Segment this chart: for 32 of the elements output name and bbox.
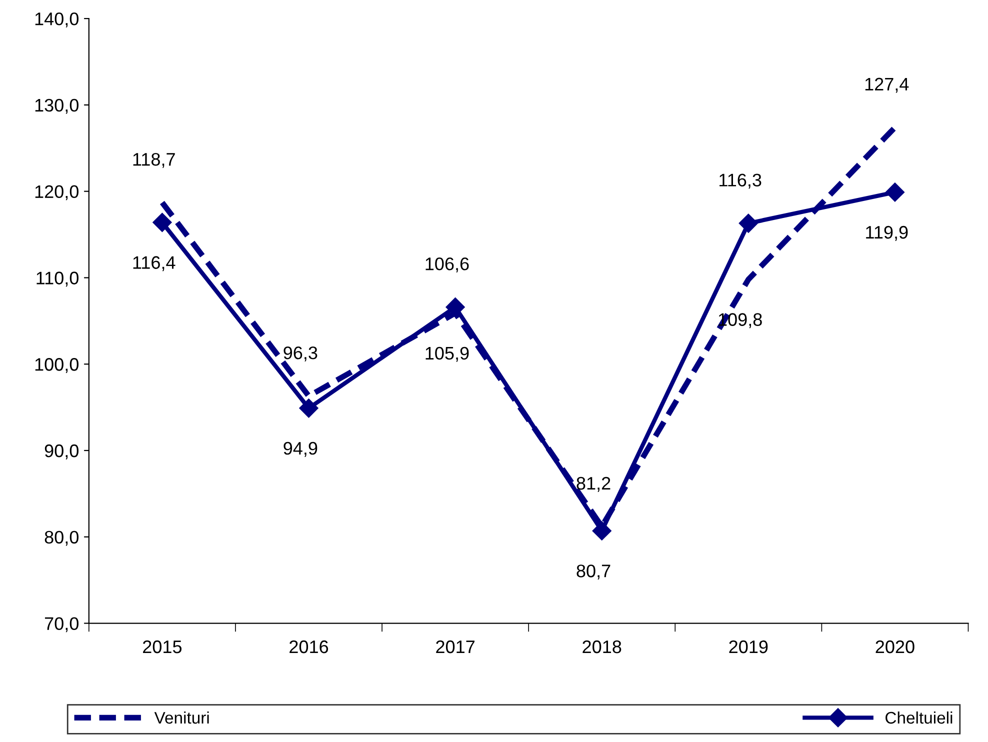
y-tick-label: 100,0 — [35, 358, 78, 373]
data-label: 106,6 — [426, 257, 469, 272]
x-tick-label: 2018 — [582, 640, 622, 654]
x-tick-label: 2015 — [143, 640, 182, 654]
y-tick-label: 140,0 — [35, 12, 78, 28]
point — [592, 521, 612, 540]
y-tick-label: 90,0 — [44, 444, 78, 460]
data-label: 81,2 — [576, 476, 610, 492]
data-label: 80,7 — [576, 564, 610, 580]
x-tick-label: 2016 — [290, 640, 328, 654]
y-tick-label: 120,0 — [35, 185, 78, 200]
y-tick-label: 80,0 — [44, 530, 78, 546]
x-tick-label: 2019 — [729, 640, 768, 654]
data-label: 105,9 — [426, 346, 469, 362]
legend-label: Cheltuieli — [886, 711, 952, 724]
x-tick-label: 2020 — [876, 640, 914, 654]
y-tick-label: 110,0 — [36, 272, 78, 287]
point — [885, 182, 904, 202]
data-label: 119,9 — [866, 226, 908, 241]
y-tick-label: 130,0 — [35, 98, 78, 114]
data-label: 118,7 — [133, 152, 175, 168]
data-label: 127,4 — [865, 78, 909, 93]
x-tick-label: 2017 — [436, 640, 474, 654]
data-label: 116,4 — [133, 256, 176, 272]
point — [299, 398, 318, 418]
data-label: 94,9 — [284, 442, 318, 457]
y-tick-label: 70,0 — [44, 617, 78, 632]
point — [152, 212, 172, 232]
data-label: 116,3 — [720, 174, 762, 189]
data-label: 96,3 — [284, 346, 318, 362]
legend-label: Venituri — [154, 711, 209, 724]
point — [738, 214, 758, 233]
